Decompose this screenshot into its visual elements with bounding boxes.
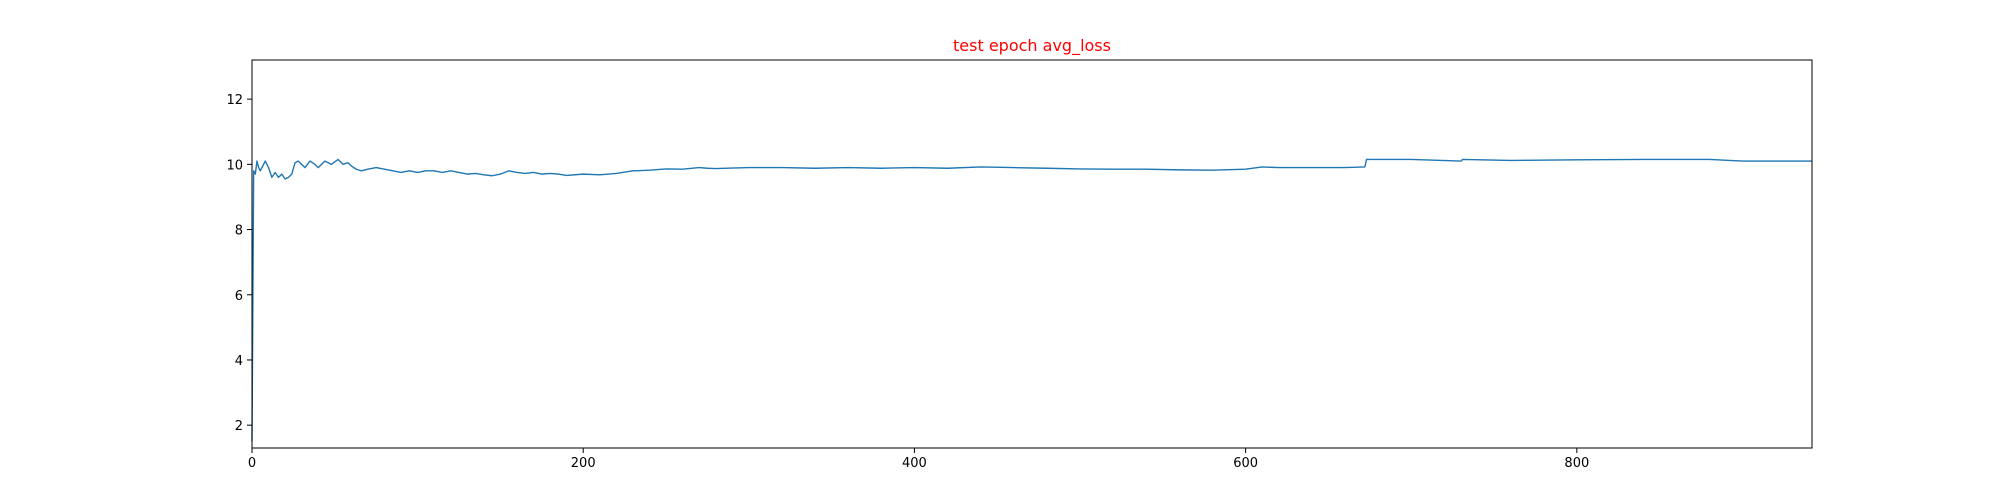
x-tick-label: 400 <box>902 456 927 471</box>
y-tick-label: 4 <box>235 354 243 369</box>
x-axis: 0 200 400 600 800 <box>248 448 1589 471</box>
y-tick-label: 6 <box>235 289 243 304</box>
series-line-0 <box>251 158 1812 442</box>
y-tick-label: 12 <box>226 93 243 108</box>
x-tick-label: 800 <box>1564 456 1589 471</box>
x-tick-label: 600 <box>1233 456 1258 471</box>
plot-area <box>251 158 1812 442</box>
y-axis: 2 4 6 8 10 12 <box>226 93 252 434</box>
plot-frame <box>251 59 1813 449</box>
chart-title: test epoch avg_loss <box>953 36 1111 56</box>
y-tick-label: 2 <box>235 419 243 434</box>
y-tick-label: 10 <box>226 158 243 173</box>
y-tick-label: 8 <box>235 224 243 239</box>
x-tick-label: 0 <box>248 456 256 471</box>
x-tick-label: 200 <box>571 456 596 471</box>
